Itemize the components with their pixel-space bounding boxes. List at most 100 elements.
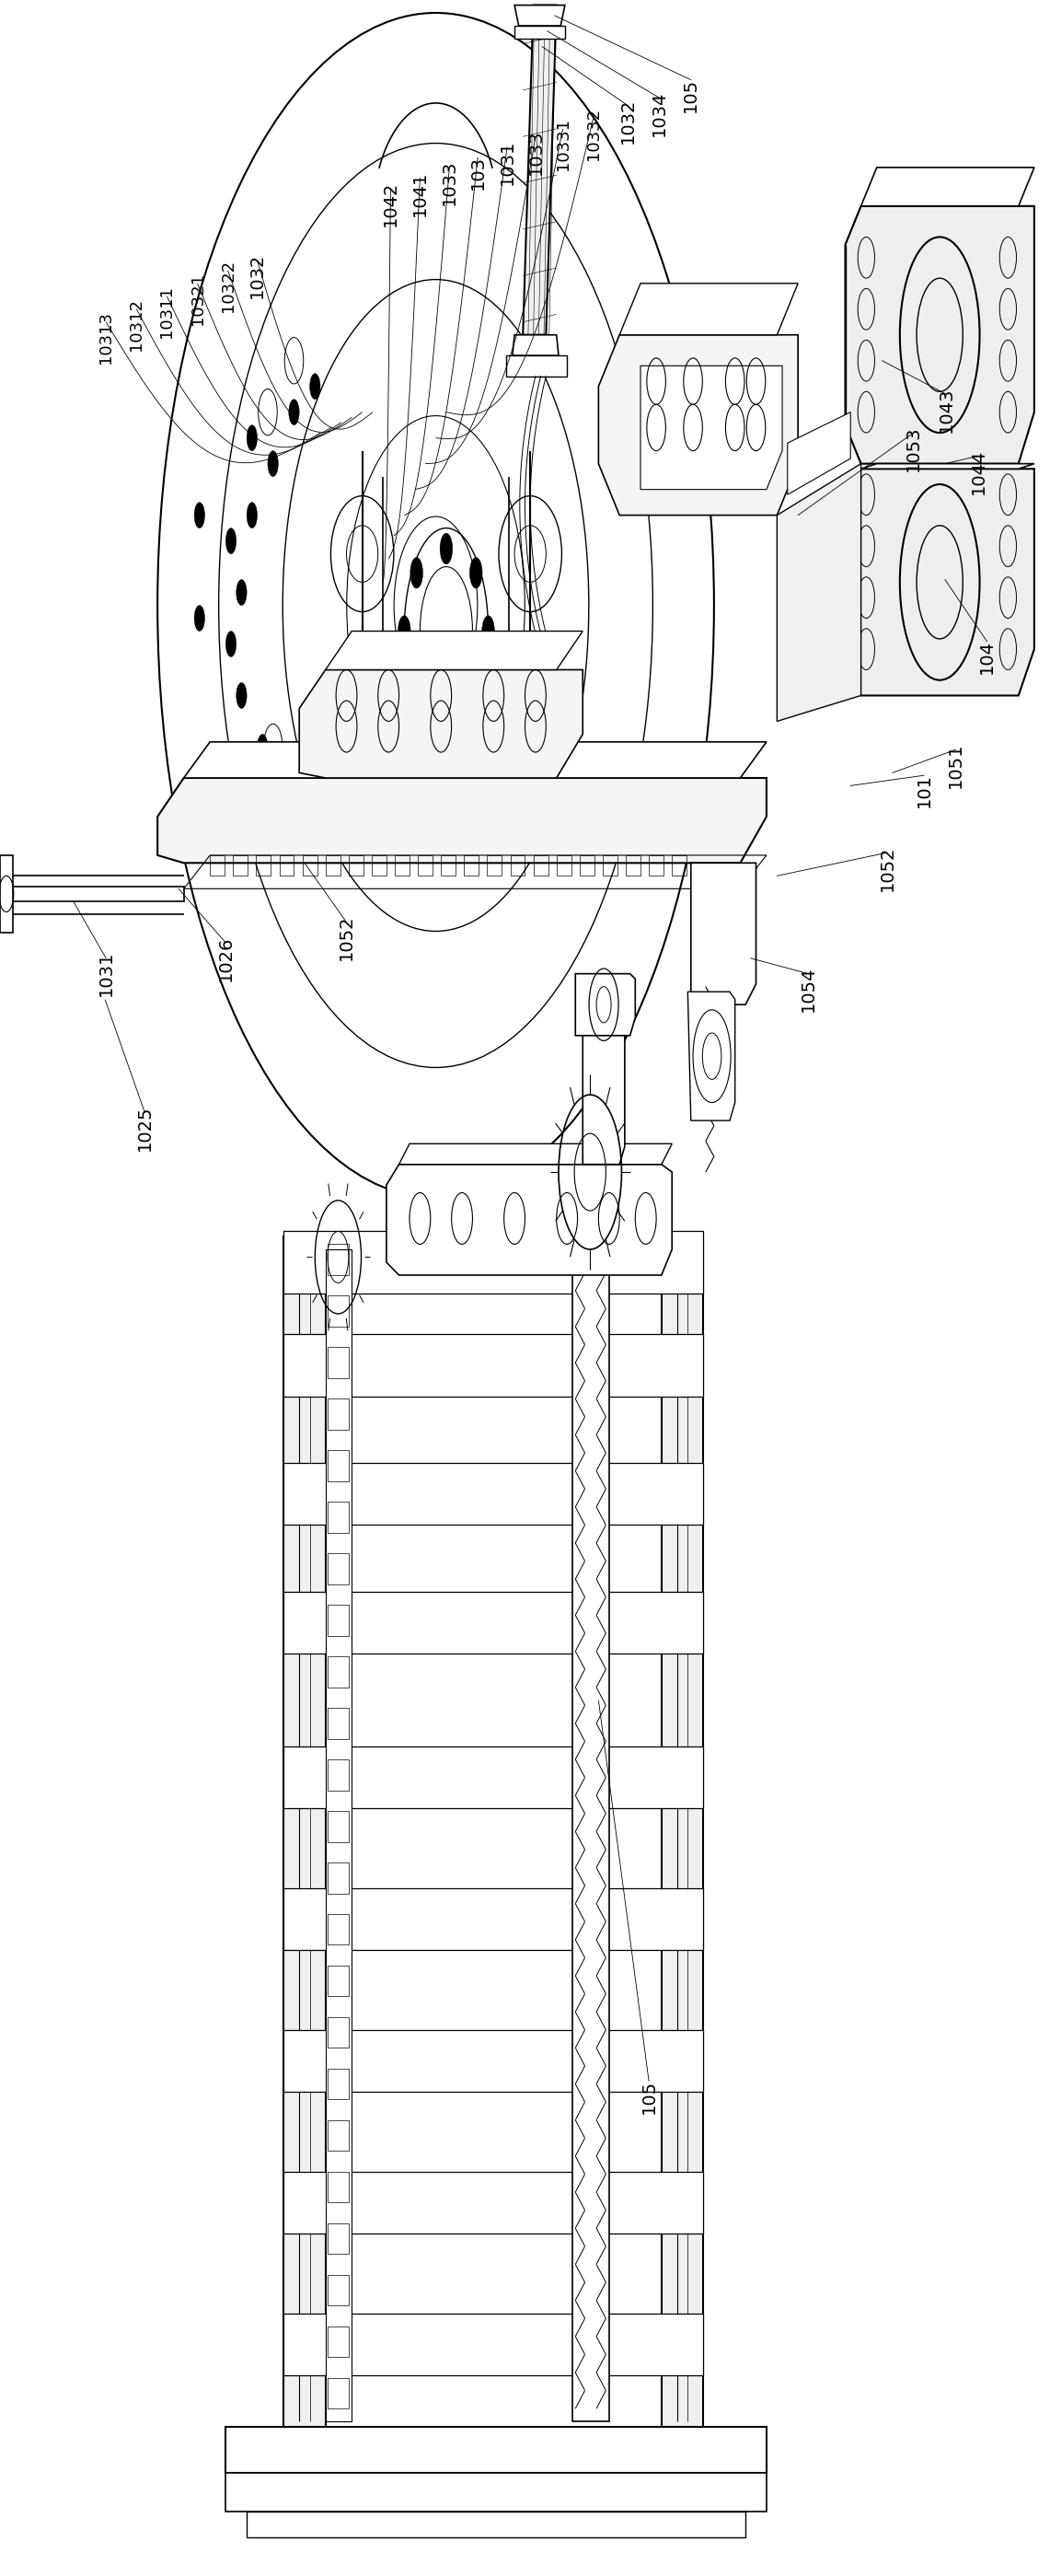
Text: 1033: 1033 <box>441 160 458 206</box>
Circle shape <box>236 683 247 708</box>
Polygon shape <box>620 283 798 335</box>
Circle shape <box>247 425 257 451</box>
Polygon shape <box>247 2512 746 2537</box>
Circle shape <box>310 786 320 811</box>
Text: 105: 105 <box>682 77 699 113</box>
Bar <box>464 855 479 876</box>
Bar <box>395 855 410 876</box>
Bar <box>328 2069 349 2099</box>
Bar <box>328 1965 349 1996</box>
Polygon shape <box>0 886 184 902</box>
Polygon shape <box>326 1249 352 2421</box>
Bar <box>302 855 317 876</box>
Polygon shape <box>777 464 861 721</box>
Bar <box>328 1862 349 1893</box>
Text: 1051: 1051 <box>947 742 964 788</box>
Polygon shape <box>506 355 567 376</box>
Bar <box>441 855 456 876</box>
Polygon shape <box>688 992 735 1121</box>
Bar <box>487 855 502 876</box>
Text: 10322: 10322 <box>219 260 236 312</box>
Polygon shape <box>284 1334 704 1396</box>
Bar <box>328 1708 349 1739</box>
Circle shape <box>289 399 299 425</box>
Polygon shape <box>861 167 1034 206</box>
Bar <box>328 1399 349 1430</box>
Polygon shape <box>284 2172 704 2233</box>
Polygon shape <box>226 2427 767 2473</box>
Circle shape <box>268 451 278 477</box>
Bar <box>510 855 525 876</box>
Polygon shape <box>326 631 583 670</box>
Polygon shape <box>284 2030 704 2092</box>
Circle shape <box>469 556 482 587</box>
Text: 1044: 1044 <box>970 448 987 495</box>
Circle shape <box>411 675 423 706</box>
Polygon shape <box>691 863 756 1005</box>
Bar <box>328 1914 349 1945</box>
Polygon shape <box>845 206 1034 464</box>
Text: 1034: 1034 <box>651 90 668 137</box>
Text: 1052: 1052 <box>338 914 355 961</box>
Polygon shape <box>226 2473 767 2512</box>
Bar <box>326 855 340 876</box>
Text: 1052: 1052 <box>879 845 896 891</box>
Bar <box>349 855 363 876</box>
Circle shape <box>226 528 236 554</box>
Circle shape <box>194 605 205 631</box>
Circle shape <box>440 533 453 564</box>
Circle shape <box>310 374 320 399</box>
Text: 105: 105 <box>640 2079 657 2115</box>
Bar <box>328 2223 349 2254</box>
Bar <box>672 855 687 876</box>
Bar <box>256 855 271 876</box>
Polygon shape <box>184 742 766 778</box>
Text: 10332: 10332 <box>585 108 602 160</box>
Text: 1025: 1025 <box>136 1105 153 1151</box>
Bar <box>328 1244 349 1275</box>
Text: 1042: 1042 <box>382 180 399 227</box>
Bar <box>328 2172 349 2202</box>
Bar <box>328 2378 349 2409</box>
Bar <box>279 855 294 876</box>
Bar <box>372 855 386 876</box>
Bar <box>328 1296 349 1327</box>
Polygon shape <box>788 412 850 495</box>
Text: 1026: 1026 <box>217 935 234 981</box>
Polygon shape <box>640 366 782 489</box>
Text: 1041: 1041 <box>412 170 428 216</box>
Bar <box>210 855 225 876</box>
Bar <box>418 855 433 876</box>
Bar <box>533 855 548 876</box>
Bar <box>328 2275 349 2306</box>
Polygon shape <box>284 1747 704 1808</box>
Bar <box>649 855 664 876</box>
Bar <box>328 1553 349 1584</box>
Circle shape <box>398 616 411 647</box>
Polygon shape <box>284 1592 704 1654</box>
Bar <box>328 1450 349 1481</box>
Bar <box>603 855 617 876</box>
Text: 10321: 10321 <box>189 273 206 325</box>
Polygon shape <box>845 469 1034 696</box>
Text: 1032: 1032 <box>620 98 636 144</box>
Text: 1054: 1054 <box>800 966 817 1012</box>
Polygon shape <box>514 5 565 26</box>
Polygon shape <box>598 335 798 515</box>
Polygon shape <box>399 1144 672 1164</box>
Polygon shape <box>284 1463 704 1525</box>
Text: 10313: 10313 <box>98 312 114 363</box>
Bar <box>328 2120 349 2151</box>
Bar <box>626 855 640 876</box>
Polygon shape <box>512 335 559 355</box>
Circle shape <box>194 502 205 528</box>
Text: 1032: 1032 <box>249 252 266 299</box>
Polygon shape <box>662 1236 704 2434</box>
Text: 1033: 1033 <box>527 129 544 175</box>
Bar <box>328 1811 349 1842</box>
Bar <box>233 855 248 876</box>
Polygon shape <box>0 855 13 933</box>
Text: 1031: 1031 <box>499 139 516 185</box>
Bar <box>328 1759 349 1790</box>
Polygon shape <box>575 974 635 1036</box>
